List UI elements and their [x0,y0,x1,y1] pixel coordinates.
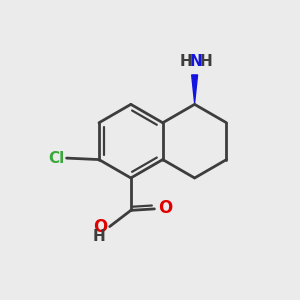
Polygon shape [192,75,198,103]
Text: H: H [179,54,192,69]
Text: Cl: Cl [48,151,64,166]
Text: H: H [200,54,213,69]
Text: H: H [93,230,106,244]
Text: N: N [190,54,202,69]
Text: O: O [93,218,107,236]
Text: O: O [158,199,172,217]
